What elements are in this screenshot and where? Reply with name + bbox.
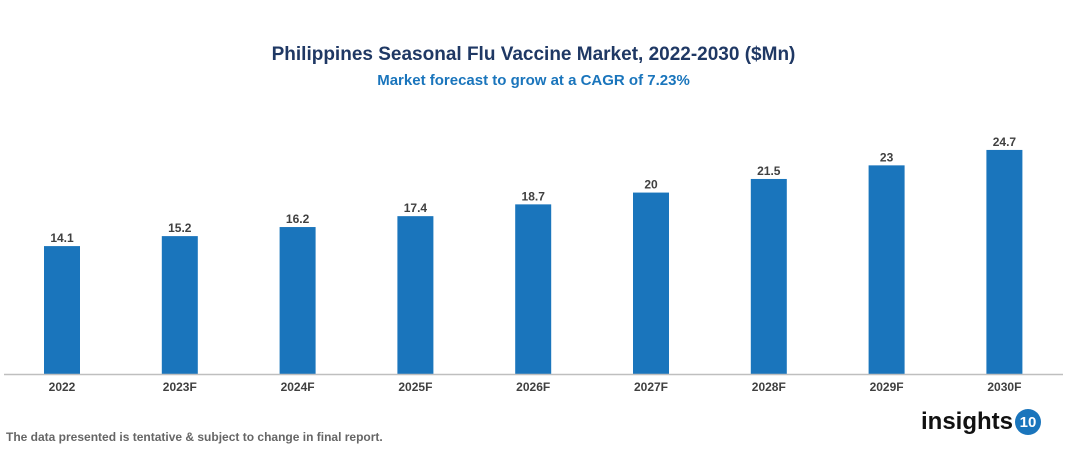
- bar: [986, 149, 1023, 374]
- data-label: 14.1: [50, 231, 74, 245]
- bar: [633, 192, 669, 374]
- disclaimer-note: The data presented is tentative & subjec…: [6, 430, 383, 444]
- x-tick-label: 2023F: [163, 380, 197, 394]
- logo-badge: 10: [1015, 409, 1042, 435]
- bar: [44, 246, 80, 374]
- logo-text: insights: [921, 408, 1014, 435]
- x-tick-label: 2027F: [634, 380, 668, 394]
- x-tick-label: 2022: [49, 380, 76, 394]
- data-label: 16.2: [286, 212, 310, 226]
- insights10-logo: insights 10: [921, 408, 1042, 436]
- data-label: 21.5: [757, 164, 781, 178]
- bar: [750, 178, 787, 374]
- bar: [161, 236, 198, 374]
- x-tick-label: 2024F: [281, 380, 315, 394]
- x-tick-label: 2026F: [516, 380, 550, 394]
- x-tick-label: 2025F: [398, 380, 432, 394]
- x-tick-label: 2028F: [752, 380, 786, 394]
- data-label: 23: [880, 150, 894, 164]
- bar: [279, 227, 316, 374]
- x-tick-label: 2030F: [987, 380, 1021, 394]
- chart-subtitle: Market forecast to grow at a CAGR of 7.2…: [377, 72, 690, 89]
- chart-title: Philippines Seasonal Flu Vaccine Market,…: [271, 44, 796, 65]
- data-label: 17.4: [404, 201, 428, 215]
- bar: [868, 165, 905, 374]
- x-tick-label: 2029F: [870, 380, 904, 394]
- data-label: 18.7: [522, 189, 546, 203]
- data-label: 24.7: [993, 135, 1017, 149]
- bar: [515, 204, 552, 374]
- bar: [397, 216, 434, 374]
- data-label: 20: [644, 178, 658, 192]
- data-label: 15.2: [168, 221, 192, 235]
